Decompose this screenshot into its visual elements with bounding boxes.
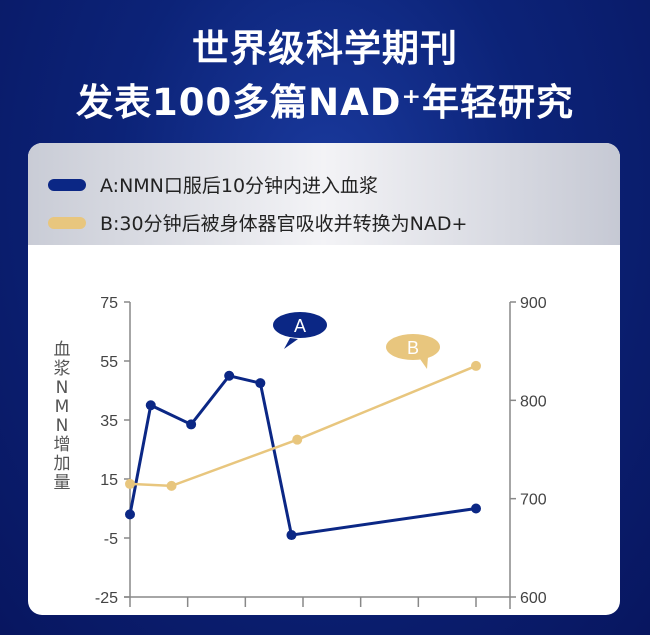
series-B-point bbox=[292, 434, 303, 445]
y-right-tick-label: 600 bbox=[520, 590, 547, 607]
series-A-point bbox=[255, 378, 266, 389]
y-left-tick-label: 35 bbox=[100, 413, 118, 430]
line-chart: 75553515-5-25900800700600051015202530Tim… bbox=[95, 295, 547, 615]
y-axis-label: 血浆NMN增加量 bbox=[53, 340, 71, 493]
chart-legend: A:NMN口服后10分钟内进入血浆 B:30分钟后被身体器官吸收并转换为NAD+ bbox=[28, 143, 620, 245]
x-tick-label: 0 bbox=[126, 613, 135, 615]
x-tick-label: 15 bbox=[294, 613, 312, 615]
series-A-point bbox=[125, 509, 135, 520]
x-tick-label: 20 bbox=[352, 613, 370, 615]
series-A-point bbox=[471, 503, 481, 514]
y-left-tick-label: 75 bbox=[100, 295, 118, 312]
callout-bubble-B bbox=[386, 334, 440, 360]
y-left-tick-label: -5 bbox=[104, 531, 118, 548]
series-B-point bbox=[166, 480, 177, 491]
y-right-tick-label: 800 bbox=[520, 393, 547, 410]
y-right-tick-label: 700 bbox=[520, 492, 547, 509]
series-A-point bbox=[186, 419, 197, 430]
legend-label-b: B:30分钟后被身体器官吸收并转换为NAD+ bbox=[100, 213, 468, 235]
x-tick-label: 25 bbox=[409, 613, 427, 615]
x-tick-label: 5 bbox=[183, 613, 192, 615]
series-B-point bbox=[125, 478, 135, 489]
headline-line-1: 世界级科学期刊 bbox=[192, 27, 458, 70]
series-A-point bbox=[145, 400, 156, 411]
x-tick-label: 10 bbox=[236, 613, 254, 615]
callout-tail-B bbox=[420, 357, 428, 369]
y-left-tick-label: 15 bbox=[100, 472, 118, 489]
callout-label-A: A bbox=[294, 316, 306, 336]
chart-card: A:NMN口服后10分钟内进入血浆 B:30分钟后被身体器官吸收并转换为NAD+… bbox=[28, 143, 620, 615]
series-A-point bbox=[286, 530, 297, 541]
x-tick-label: 30 bbox=[467, 613, 485, 615]
series-B-point bbox=[471, 360, 481, 371]
callout-label-B: B bbox=[407, 338, 419, 358]
y-left-tick-label: 55 bbox=[100, 354, 118, 371]
headline-line-2: 发表100多篇NAD⁺年轻研究 bbox=[75, 81, 575, 124]
series-A-point bbox=[224, 370, 235, 381]
y-right-tick-label: 900 bbox=[520, 295, 547, 312]
legend-item-b: B:30分钟后被身体器官吸收并转换为NAD+ bbox=[48, 209, 467, 236]
y-left-tick-label: -25 bbox=[95, 590, 118, 607]
legend-swatch-b bbox=[48, 216, 86, 229]
callout-tail-A bbox=[284, 338, 298, 349]
legend-swatch-a bbox=[48, 178, 86, 191]
series-B-line bbox=[129, 364, 477, 488]
series-A-line bbox=[128, 374, 477, 537]
legend-item-a: A:NMN口服后10分钟内进入血浆 bbox=[48, 171, 378, 198]
callout-bubble-A bbox=[273, 312, 327, 338]
legend-label-a: A:NMN口服后10分钟内进入血浆 bbox=[100, 175, 379, 197]
